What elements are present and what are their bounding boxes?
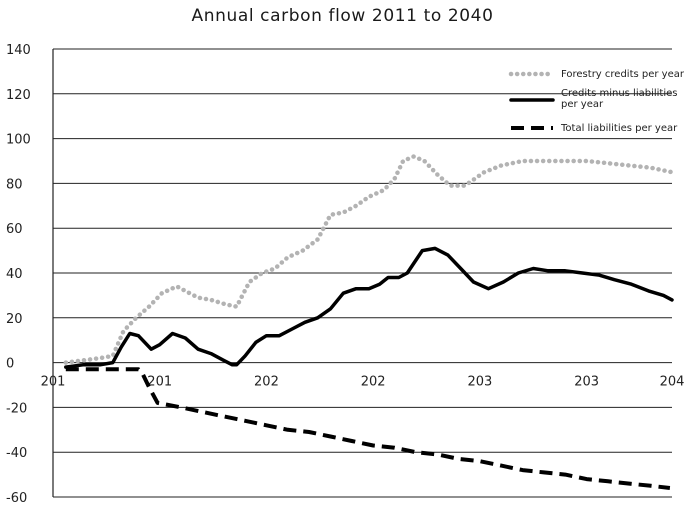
legend-label: Credits minus liabilities per year xyxy=(561,88,677,110)
x-tick-label: 201 xyxy=(147,375,172,390)
series-line-1 xyxy=(63,154,675,365)
x-tick-label: 201 xyxy=(41,375,66,390)
y-tick-label: 60 xyxy=(6,222,23,237)
y-tick-label: -20 xyxy=(6,401,27,416)
y-tick-label: -40 xyxy=(6,446,27,461)
y-tick-label: -60 xyxy=(6,491,27,506)
y-tick-label: 20 xyxy=(6,312,23,327)
x-tick-label: 202 xyxy=(361,375,386,390)
x-tick-label: 203 xyxy=(467,375,492,390)
chart-title: Annual carbon flow 2011 to 2040 xyxy=(191,6,494,26)
x-tick-label: 204 xyxy=(660,375,685,390)
y-tick-label: 80 xyxy=(6,177,23,192)
y-tick-label: 120 xyxy=(6,88,31,103)
legend-label: Total liabilities per year xyxy=(560,123,678,134)
x-tick-label: 203 xyxy=(574,375,599,390)
x-tick-label: 202 xyxy=(254,375,279,390)
y-tick-label: 140 xyxy=(6,43,31,58)
y-tick-label: 0 xyxy=(6,357,14,372)
series-line-2 xyxy=(64,246,674,369)
legend-label: Forestry credits per year xyxy=(561,69,685,80)
y-tick-label: 100 xyxy=(6,133,31,148)
series-line-3 xyxy=(65,367,671,490)
y-tick-label: 40 xyxy=(6,267,23,282)
